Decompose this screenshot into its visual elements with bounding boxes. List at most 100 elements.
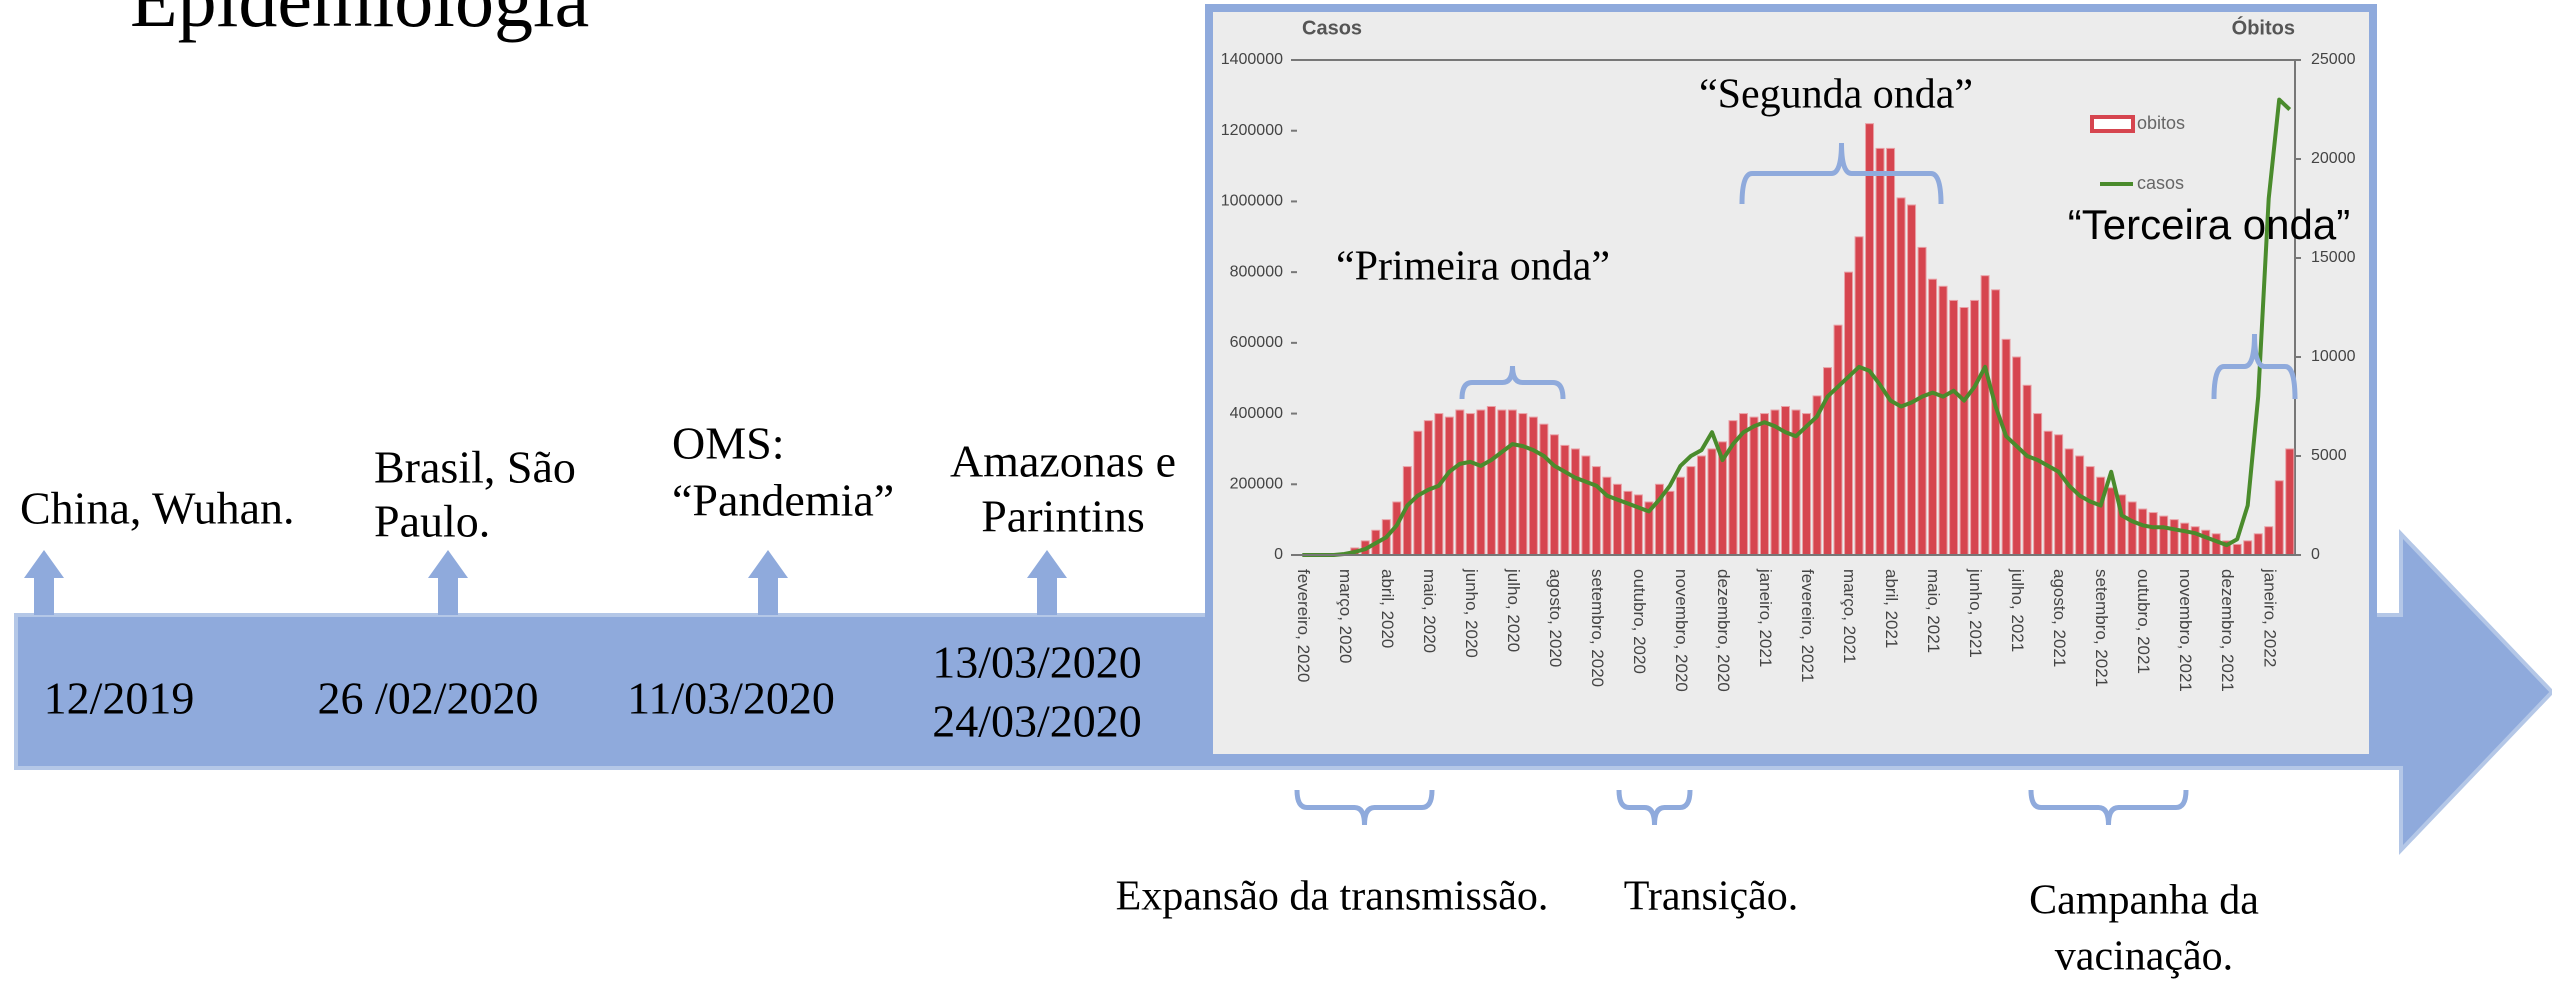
x-tick-label: outubro, 2021: [2134, 569, 2153, 674]
bar: [1854, 236, 1864, 556]
bar: [2148, 512, 2158, 556]
bar: [1570, 448, 1580, 556]
slide-title: Epidemiologia: [130, 0, 589, 43]
x-tick-label: novembro, 2020: [1672, 569, 1691, 692]
y-tick-label: 400000: [1230, 405, 1283, 422]
event-arrow: [1027, 550, 1067, 615]
bar: [1896, 197, 1906, 556]
bar: [2054, 434, 2064, 556]
bar: [1886, 147, 1896, 556]
x-tick-label: março, 2021: [1840, 569, 1859, 664]
event-arrow: [428, 550, 468, 615]
x-tick-label: abril, 2020: [1378, 569, 1397, 648]
bar: [2085, 466, 2095, 556]
phase-label: Transição.: [1624, 874, 1799, 920]
bar: [1549, 434, 1559, 556]
event-label: Parintins: [981, 491, 1145, 542]
x-tick-label: junho, 2020: [1462, 568, 1481, 658]
x-tick-label: agosto, 2020: [1546, 569, 1565, 667]
event-label: Brasil, São: [374, 442, 576, 493]
bar: [1938, 285, 1948, 556]
bar: [1476, 409, 1486, 556]
bar: [2001, 338, 2011, 556]
bar: [2012, 356, 2022, 556]
bar: [1991, 289, 2001, 556]
bar: [1497, 409, 1507, 556]
bar: [1844, 271, 1854, 556]
x-tick-label: janeiro, 2022: [2260, 568, 2279, 667]
bar: [2211, 533, 2221, 556]
bar: [1528, 416, 1538, 556]
event-date: 24/03/2020: [932, 696, 1142, 747]
legend-swatch: [2090, 115, 2135, 133]
bar: [2274, 480, 2284, 556]
bar: [1686, 466, 1696, 556]
bar: [2127, 501, 2137, 556]
bar: [1665, 490, 1675, 556]
bar: [1633, 494, 1643, 556]
bar: [1602, 476, 1612, 556]
bar: [1518, 413, 1528, 556]
bar: [1980, 275, 1990, 556]
bar: [1560, 444, 1570, 556]
phase-brace: [1294, 789, 1435, 826]
bar: [1591, 466, 1601, 556]
wave-brace: [1739, 142, 1944, 205]
y-tick-label: 1000000: [1221, 193, 1283, 210]
bar: [2264, 526, 2274, 556]
event-date: 11/03/2020: [627, 673, 835, 724]
bar: [1970, 299, 1980, 556]
bar: [1507, 409, 1517, 556]
wave-annotation: “Primeira onda”: [1336, 244, 1610, 290]
wave-annotation: “Terceira onda”: [2068, 201, 2350, 248]
wave-brace: [2211, 333, 2298, 400]
x-tick-label: fevereiro, 2020: [1294, 569, 1313, 682]
bar: [1959, 307, 1969, 556]
bar: [1917, 246, 1927, 556]
x-tick-label: novembro, 2021: [2176, 569, 2195, 692]
legend-label: casos: [2137, 173, 2184, 193]
y2-tick-label: 10000: [2311, 348, 2356, 365]
bar: [2022, 384, 2032, 556]
y-tick-label: 1400000: [1221, 51, 1283, 68]
bar: [1907, 204, 1917, 556]
bar: [1802, 413, 1811, 556]
y-tick-label: 600000: [1230, 334, 1283, 351]
event-label: China, Wuhan.: [20, 483, 295, 534]
bar: [1696, 455, 1706, 556]
event-label: Paulo.: [374, 496, 490, 547]
bar: [1749, 416, 1759, 556]
x-tick-label: maio, 2020: [1420, 569, 1439, 653]
bar: [1581, 455, 1591, 556]
bar: [2043, 430, 2053, 556]
bar: [2201, 529, 2211, 556]
x-tick-label: fevereiro, 2021: [1798, 569, 1817, 682]
x-tick-label: julho, 2020: [1504, 568, 1523, 652]
bar: [2096, 476, 2106, 556]
bar: [1455, 409, 1465, 556]
bar: [2138, 508, 2148, 556]
x-tick-label: dezembro, 2021: [2218, 569, 2237, 692]
event-arrow: [24, 550, 64, 615]
phase-label: vacinação.: [2055, 934, 2233, 980]
bar: [1486, 406, 1496, 556]
bar: [1612, 483, 1622, 556]
bar: [1928, 278, 1938, 556]
y-tick-label: 800000: [1230, 263, 1283, 280]
y2-tick-label: 20000: [2311, 150, 2356, 167]
wave-brace: [1459, 365, 1566, 400]
bar: [1539, 423, 1549, 556]
bar: [1707, 448, 1717, 556]
bar: [2285, 448, 2295, 556]
x-tick-label: junho, 2021: [1966, 568, 1985, 658]
bar: [1770, 409, 1780, 556]
x-tick-label: abril, 2021: [1882, 569, 1901, 648]
x-tick-label: setembro, 2020: [1588, 569, 1607, 687]
x-tick-label: maio, 2021: [1924, 569, 1943, 653]
bar: [2243, 540, 2253, 556]
bar: [1444, 416, 1454, 556]
x-tick-label: outubro, 2020: [1630, 569, 1649, 674]
bar: [2253, 533, 2263, 556]
bar: [2033, 413, 2043, 556]
